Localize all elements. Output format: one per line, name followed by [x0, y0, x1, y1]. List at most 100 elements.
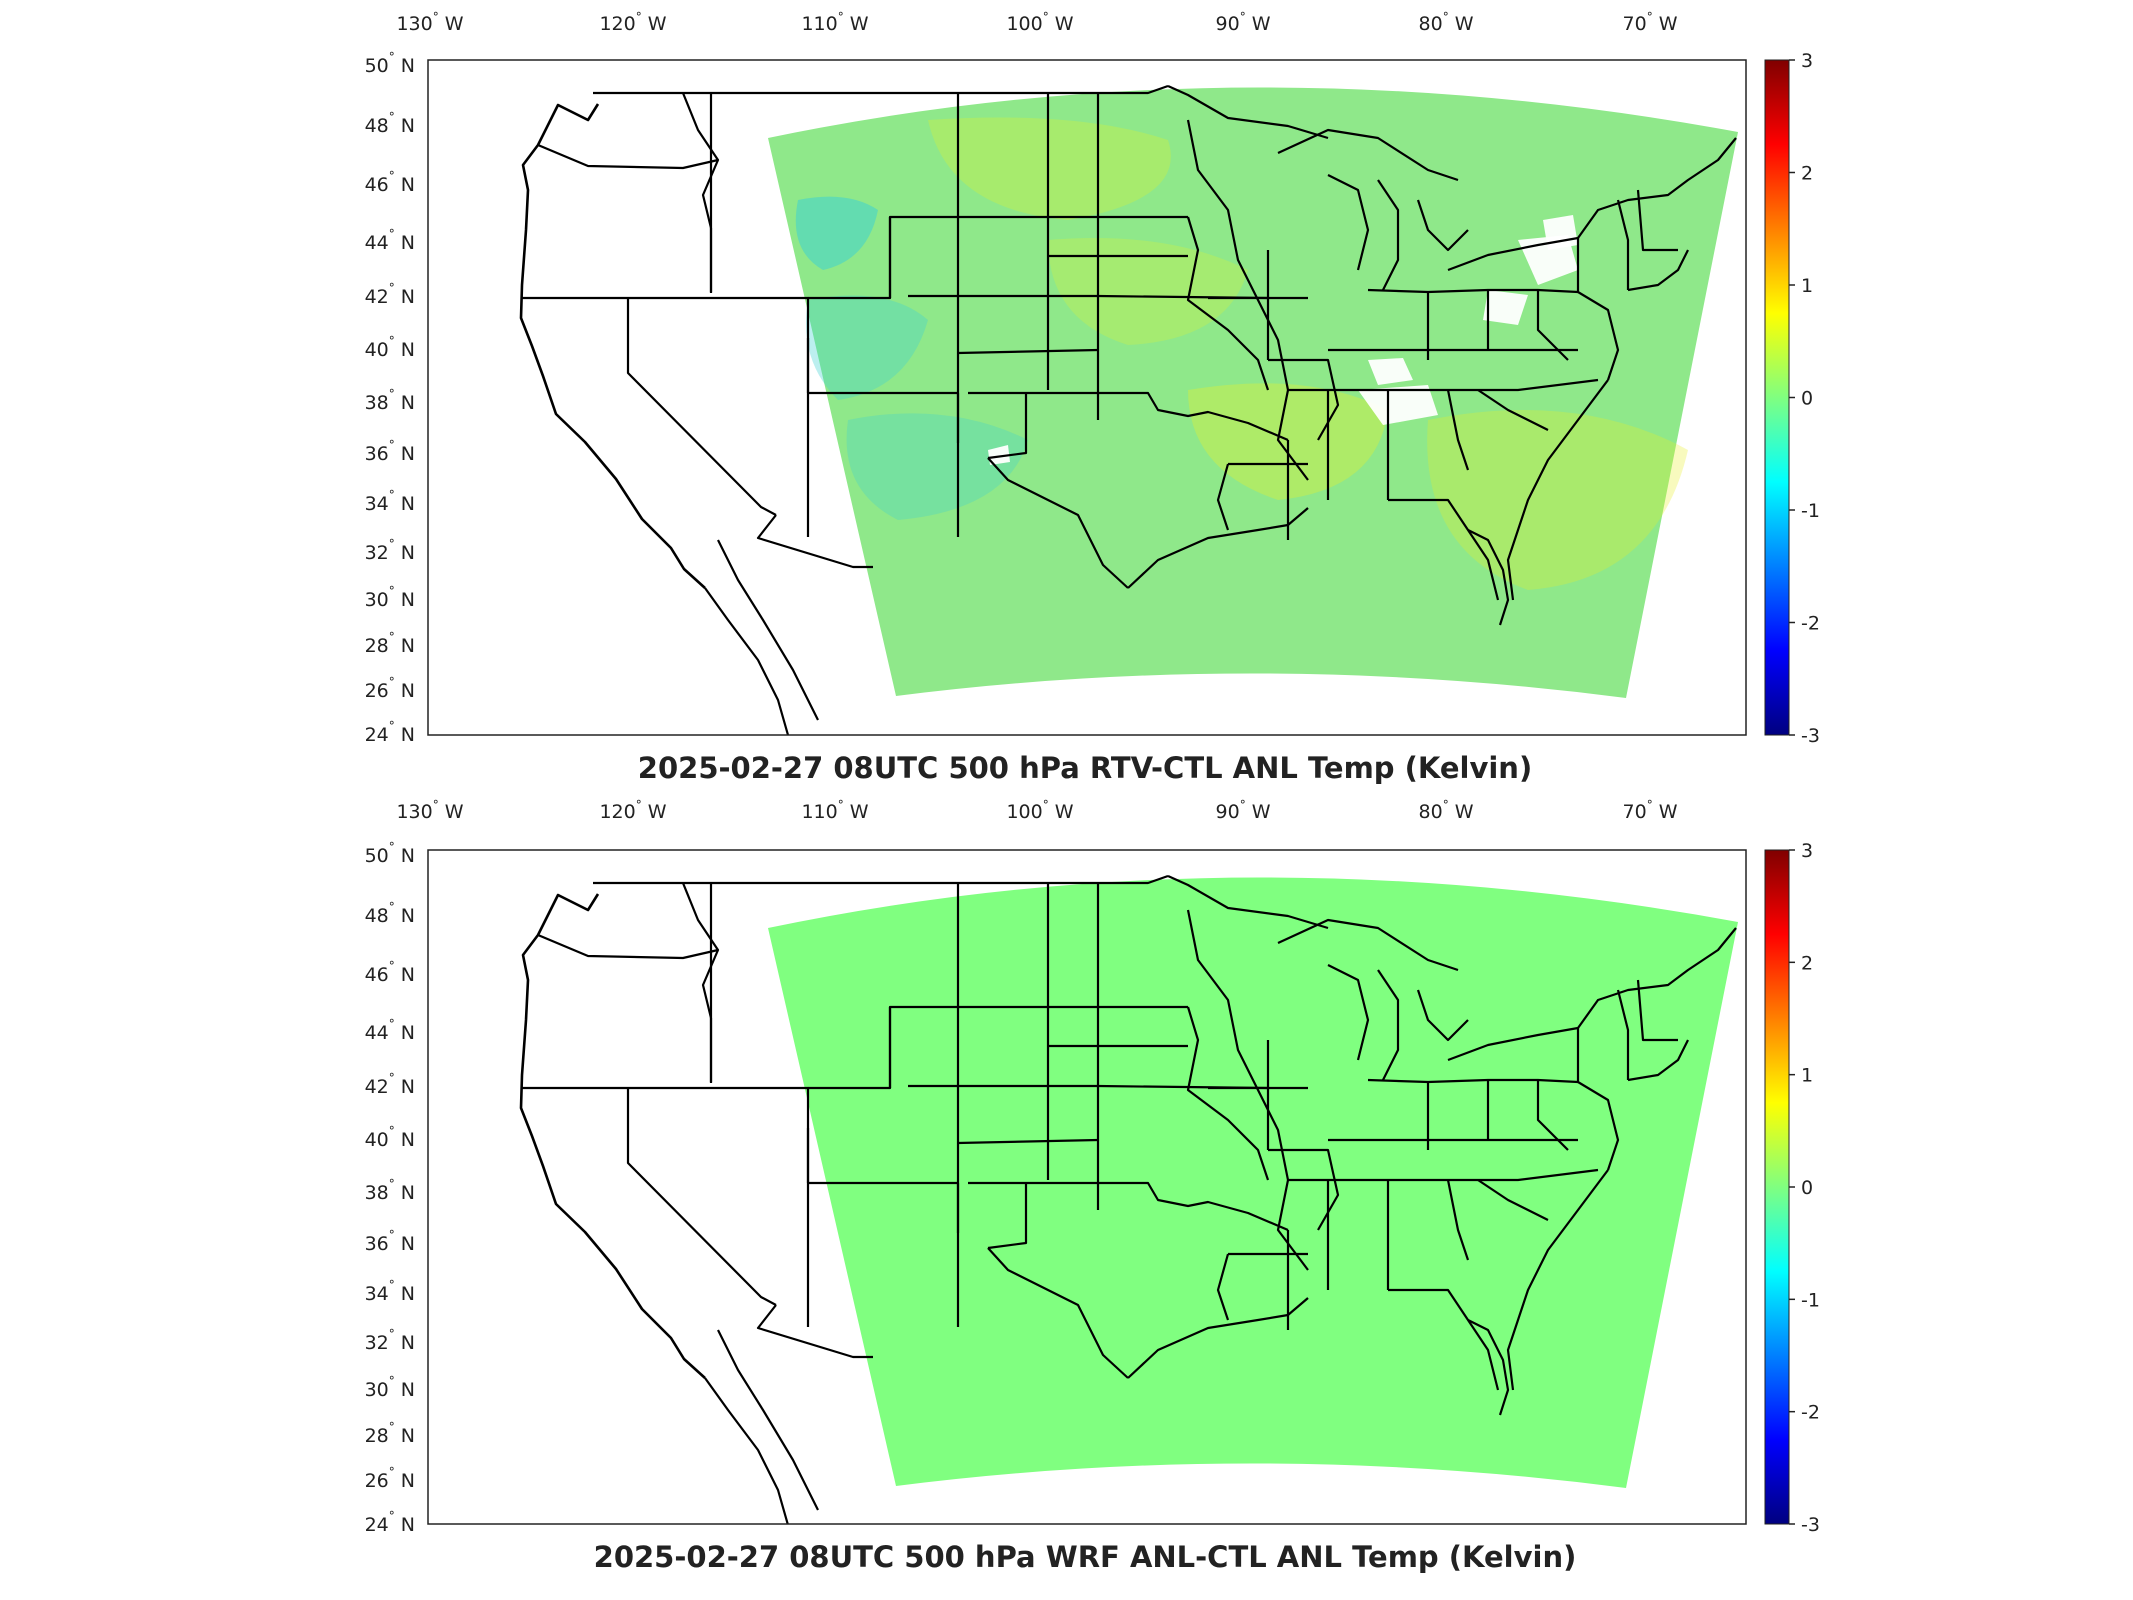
boundary-line — [1288, 1168, 1599, 1182]
longitude-tick-label: 110° W — [801, 798, 868, 823]
boundary-line — [537, 933, 719, 960]
latitude-tick-label: 32° N — [365, 1327, 415, 1354]
boundary-line — [1216, 1253, 1230, 1321]
boundary-line — [1186, 119, 1309, 481]
boundary-line — [1636, 189, 1678, 252]
colorbar-tick-label: 2 — [1801, 163, 1813, 185]
panel-title-2: 2025-02-27 08UTC 500 hPa WRF ANL-CTL ANL… — [594, 1540, 1577, 1574]
latitude-tick-label: 40° N — [365, 334, 415, 361]
anomaly-patch — [1427, 410, 1688, 590]
boundary-line — [626, 1088, 777, 1306]
colorbar-tick-label: -1 — [1801, 1289, 1820, 1311]
anomaly-patch — [928, 117, 1171, 220]
longitude-tick-label: 130° W — [396, 10, 463, 35]
boundary-line — [1446, 1179, 1470, 1261]
colorbar-tick-label: -3 — [1801, 1514, 1820, 1536]
latitude-tick-label: 42° N — [365, 281, 415, 308]
boundary-line — [756, 1304, 873, 1359]
latitude-tick-label: 30° N — [365, 584, 415, 611]
longitude-tick-label: 120° W — [599, 10, 666, 35]
latitude-tick-label: 48° N — [365, 110, 415, 137]
boundary-line — [708, 296, 810, 393]
latitude-tick-label: 44° N — [365, 227, 415, 254]
boundary-line — [1288, 378, 1599, 392]
colorbar-2: 3 2 1 0 -1 -2 -3 — [1764, 840, 1820, 1536]
longitude-tick-label: 100° W — [1006, 10, 1073, 35]
latitude-tick-label: 40° N — [365, 1124, 415, 1151]
boundary-line — [987, 457, 1129, 589]
boundary-line — [1127, 1297, 1309, 1379]
map-frame-1 — [427, 59, 1747, 736]
boundary-line — [1446, 389, 1470, 471]
longitude-labels-1: 130° W 120° W 110° W 100° W 90° W 80° W 70° W — [396, 10, 1677, 35]
latitude-tick-label: 38° N — [365, 1177, 415, 1204]
boundary-line — [1377, 969, 1400, 1081]
boundary-line — [987, 393, 1028, 460]
latitude-labels-1: 50° N 48° N 46° N 44° N 42° N 40° N 38° N 36° N 34° N 32° N… — [365, 50, 415, 746]
boundary-line — [1577, 137, 1737, 239]
boundary-line — [1277, 918, 1459, 972]
boundary-line — [987, 1183, 1028, 1250]
temperature-field-1 — [768, 87, 1738, 698]
state-boundaries-2 — [519, 874, 1737, 1524]
boundary-line — [968, 391, 1289, 442]
boundary-line — [1577, 927, 1737, 1029]
boundary-line — [1536, 290, 1569, 361]
boundary-line — [1506, 379, 1609, 601]
anomaly-patch — [988, 445, 1010, 465]
latitude-tick-label: 28° N — [365, 630, 415, 657]
colorbar-scale — [1764, 59, 1790, 736]
colorbar-tick-label: 1 — [1801, 275, 1813, 297]
latitude-tick-label: 28° N — [365, 1420, 415, 1447]
anomaly-patch — [1358, 385, 1438, 425]
longitude-labels-2: 130° W 120° W 110° W 100° W 90° W 80° W 70° W — [396, 798, 1677, 823]
latitude-tick-label: 24° N — [365, 1509, 415, 1536]
temperature-field-2 — [768, 877, 1738, 1488]
boundary-line — [987, 1247, 1129, 1379]
longitude-tick-label: 70° W — [1623, 798, 1678, 823]
colorbar-tick-label: 0 — [1801, 388, 1813, 410]
colorbar-1: 3 2 1 0 -1 -2 -3 — [1764, 50, 1820, 747]
latitude-tick-label: 36° N — [365, 1228, 415, 1255]
panel-title-1: 2025-02-27 08UTC 500 hPa RTV-CTL ANL Tem… — [638, 751, 1532, 785]
boundary-line — [1327, 174, 1370, 271]
boundary-line — [593, 874, 1169, 885]
boundary-line — [1477, 389, 1549, 431]
latitude-tick-label: 38° N — [365, 387, 415, 414]
boundary-line — [1477, 1179, 1549, 1221]
colorbar-tick-label: -1 — [1801, 500, 1820, 522]
boundary-line — [681, 882, 720, 1019]
boundary-line — [537, 143, 719, 170]
latitude-tick-label: 34° N — [365, 1278, 415, 1305]
boundary-line — [1167, 84, 1329, 140]
boundary-line — [519, 103, 706, 589]
boundary-line — [1467, 1319, 1510, 1416]
longitude-tick-label: 90° W — [1216, 798, 1271, 823]
colorbar-tick-label: -2 — [1801, 1402, 1820, 1424]
boundary-line — [1377, 179, 1400, 291]
boundary-line — [1447, 236, 1579, 272]
boundary-line — [1186, 909, 1309, 1271]
colorbar-tick-label: 3 — [1801, 50, 1813, 72]
latitude-tick-label: 36° N — [365, 438, 415, 465]
boundary-line — [756, 514, 873, 569]
boundary-line — [1506, 1169, 1609, 1391]
longitude-tick-label: 110° W — [801, 10, 868, 35]
boundary-line — [1627, 1039, 1689, 1082]
boundary-line — [1536, 1080, 1569, 1151]
boundary-line — [717, 539, 819, 721]
boundary-line — [1576, 1028, 1620, 1171]
boundary-line — [1277, 128, 1459, 182]
boundary-line — [957, 1138, 1099, 1145]
latitude-tick-label: 50° N — [365, 840, 415, 867]
boundary-line — [1447, 1026, 1579, 1062]
colorbar-tick-label: 2 — [1801, 952, 1813, 974]
latitude-tick-label: 46° N — [365, 169, 415, 196]
boundary-line — [681, 92, 720, 229]
latitude-tick-label: 34° N — [365, 488, 415, 515]
latitude-tick-label: 24° N — [365, 719, 415, 746]
map-frame-2 — [427, 849, 1747, 1525]
colorbar-tick-label: 3 — [1801, 840, 1813, 862]
boundary-line — [1616, 199, 1630, 290]
